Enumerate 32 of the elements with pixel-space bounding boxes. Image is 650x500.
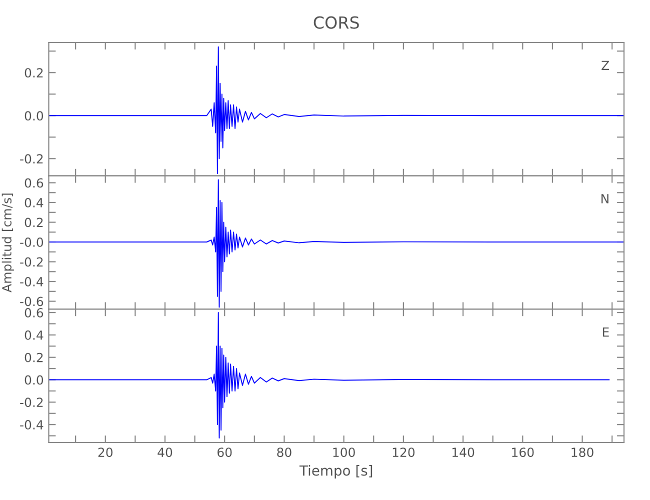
y-tick-label: -0.6 [20,296,44,306]
y-tick-label: 0.4 [24,330,44,340]
y-tick-label: 0.2 [24,68,43,78]
x-tick-label: 160 [512,448,534,458]
y-tick-label: 0.2 [24,218,43,228]
y-tick-label: 0.6 [24,178,44,188]
y-tick-label: 0.4 [24,198,44,208]
y-axis-title: Amplitud [cm/s] [2,194,14,292]
x-tick-label: 140 [452,448,474,458]
x-tick-label: 180 [572,448,594,458]
y-tick-label: 0.0 [24,111,44,121]
line-series [48,312,610,439]
x-tick-label: 100 [333,448,355,458]
y-tick-label: -0.2 [20,398,43,408]
y-tick-label: 0.2 [24,352,43,362]
annotation: E [602,328,609,337]
x-axis-title: Tiempo [s] [299,465,372,478]
y-tick-label: -0.0 [20,237,44,247]
x-tick-label: 40 [158,448,172,458]
x-tick-label: 80 [277,448,292,458]
y-tick-label: -0.2 [20,154,43,164]
y-tick-label: -0.4 [20,420,44,430]
chart-title: CORS [314,16,359,29]
y-tick-label: -0.4 [20,276,44,286]
y-tick-label: 0.6 [24,308,44,318]
x-tick-label: 20 [98,448,113,458]
y-tick-label: 0.0 [24,375,44,385]
annotation: Z [602,60,610,70]
annotation: N [601,194,608,204]
y-tick-label: -0.2 [20,257,43,267]
x-tick-label: 60 [218,448,232,458]
x-tick-label: 120 [392,448,415,458]
